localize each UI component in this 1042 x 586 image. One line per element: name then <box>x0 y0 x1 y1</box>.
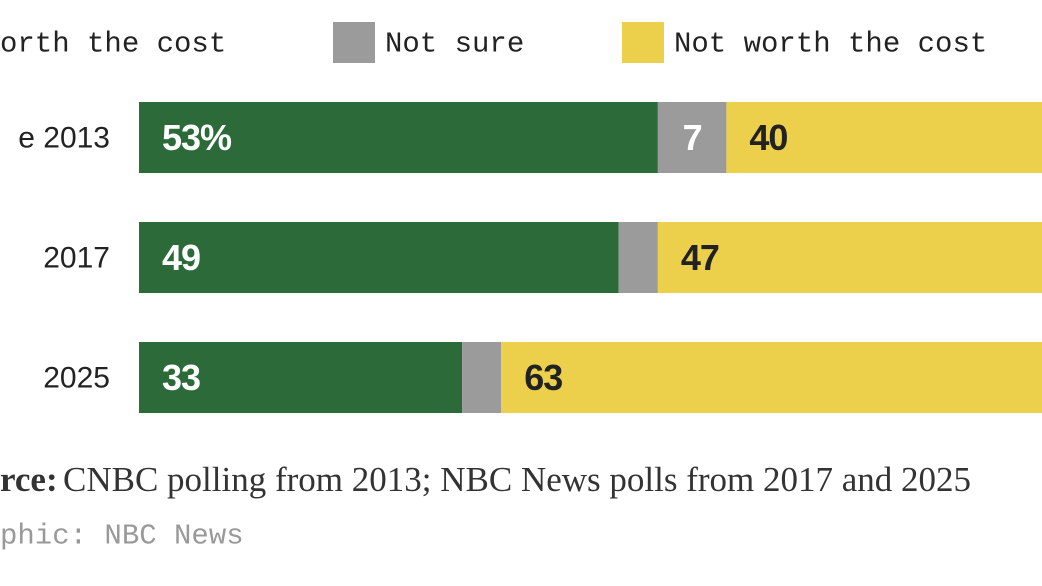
bar-segment <box>501 342 1042 413</box>
data-label: 53% <box>162 117 232 158</box>
y-tick-label: 2017 <box>43 241 110 274</box>
bar-segment <box>657 222 1042 293</box>
credit: phic: NBC News <box>0 520 244 553</box>
bar-segment <box>139 342 463 413</box>
data-label: 63 <box>524 357 562 398</box>
bar-segment <box>657 102 727 173</box>
data-label: 49 <box>162 237 200 278</box>
data-label: 33 <box>162 357 200 398</box>
legend-swatch <box>333 22 375 63</box>
data-label: 7 <box>683 117 702 158</box>
bar-segment <box>462 342 502 413</box>
legend-label: Not sure <box>385 28 524 61</box>
bar-segment <box>726 102 1042 173</box>
bar-segment <box>139 102 658 173</box>
legend-label: orth the cost <box>0 28 226 61</box>
data-label: 40 <box>749 117 787 158</box>
source-label: rce: <box>0 460 58 499</box>
bar-segment <box>618 222 658 293</box>
legend-label: Not worth the cost <box>674 28 987 61</box>
y-tick-label: 2025 <box>43 361 110 394</box>
bar-segment <box>139 222 619 293</box>
source: CNBC polling from 2013; NBC News polls f… <box>63 460 971 499</box>
legend-swatch <box>622 22 664 63</box>
y-tick-label: e 2013 <box>18 121 110 154</box>
data-label: 47 <box>681 237 719 278</box>
